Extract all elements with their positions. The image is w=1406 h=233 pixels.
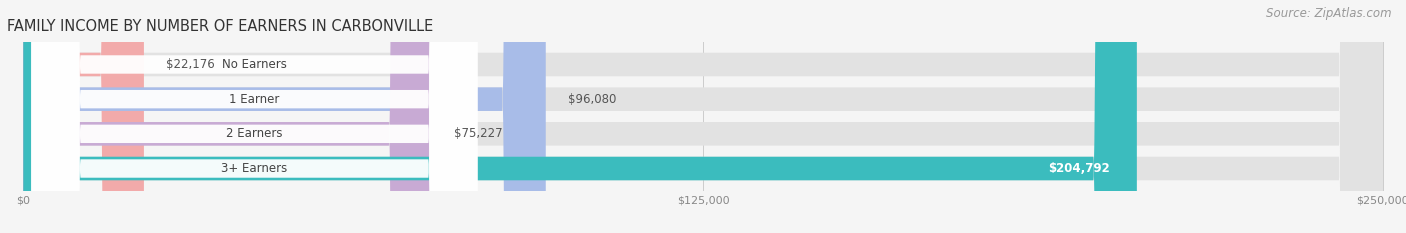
FancyBboxPatch shape [24, 0, 1382, 233]
FancyBboxPatch shape [31, 0, 478, 233]
Text: 3+ Earners: 3+ Earners [221, 162, 288, 175]
FancyBboxPatch shape [24, 0, 1137, 233]
Text: Source: ZipAtlas.com: Source: ZipAtlas.com [1267, 7, 1392, 20]
Text: $22,176: $22,176 [166, 58, 215, 71]
Text: FAMILY INCOME BY NUMBER OF EARNERS IN CARBONVILLE: FAMILY INCOME BY NUMBER OF EARNERS IN CA… [7, 19, 433, 34]
Text: $204,792: $204,792 [1047, 162, 1109, 175]
FancyBboxPatch shape [24, 0, 1382, 233]
Text: 2 Earners: 2 Earners [226, 127, 283, 140]
Text: 1 Earner: 1 Earner [229, 93, 280, 106]
FancyBboxPatch shape [31, 0, 478, 233]
FancyBboxPatch shape [24, 0, 546, 233]
FancyBboxPatch shape [24, 0, 433, 233]
FancyBboxPatch shape [31, 0, 478, 233]
Text: No Earners: No Earners [222, 58, 287, 71]
Text: $96,080: $96,080 [568, 93, 616, 106]
FancyBboxPatch shape [24, 0, 143, 233]
Text: $75,227: $75,227 [454, 127, 503, 140]
FancyBboxPatch shape [31, 0, 478, 233]
FancyBboxPatch shape [24, 0, 1382, 233]
FancyBboxPatch shape [24, 0, 1382, 233]
